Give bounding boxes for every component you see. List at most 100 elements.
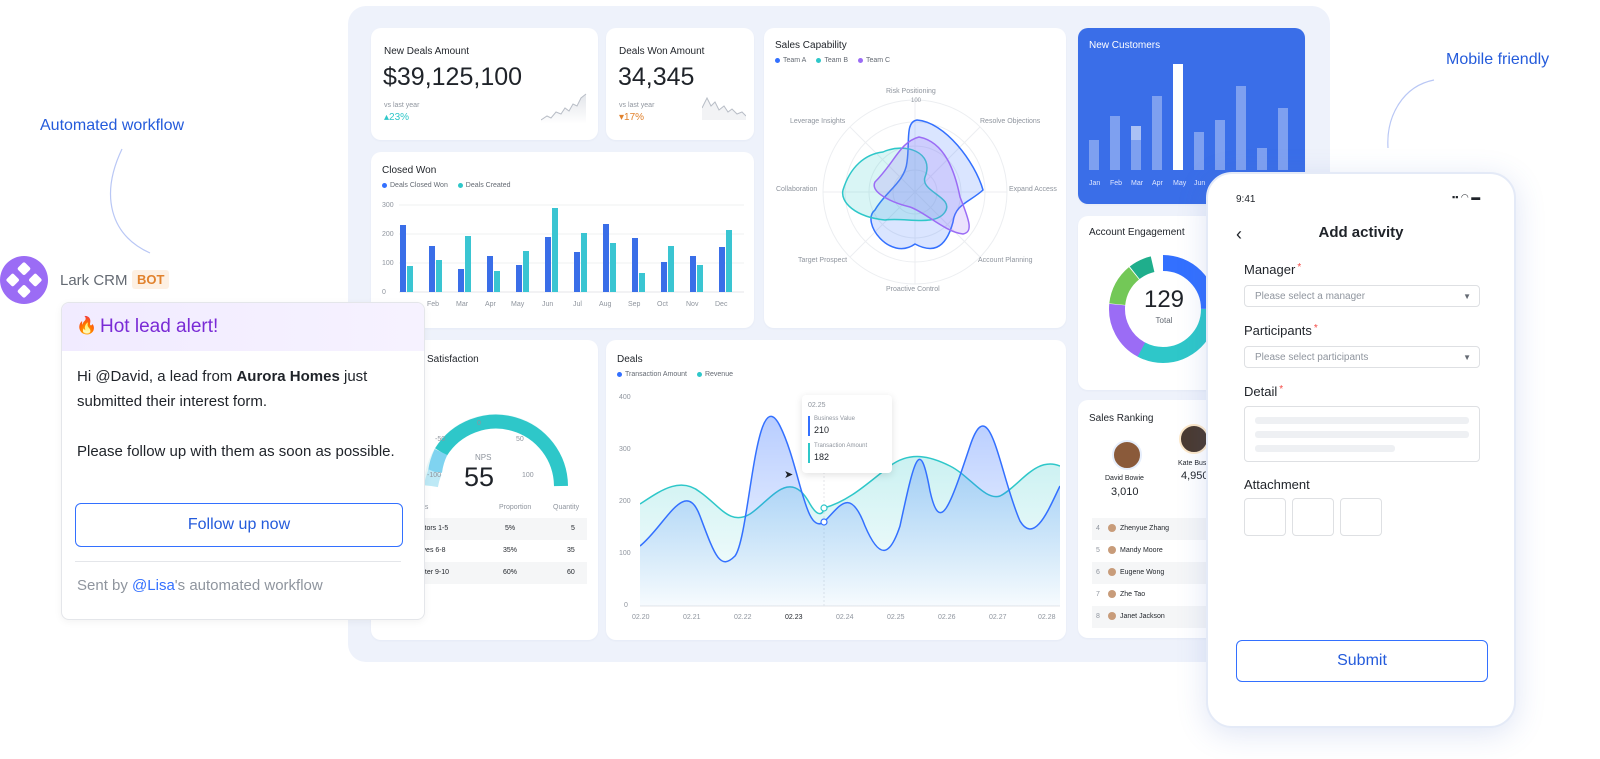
x-tick: 02.28 [1038,614,1056,621]
closed-won-card[interactable]: Closed Won Deals Closed Won Deals Create… [371,152,754,328]
x-tick: Feb [1110,180,1123,187]
kpi-title: Deals Won Amount [619,46,705,57]
kpi-deals-won-card[interactable]: Deals Won Amount 34,345 vs last year ▾17… [606,28,754,140]
x-tick: Jun [1194,180,1206,187]
arrow-down-icon: ▾ [619,112,625,123]
x-tick: Nov [686,301,699,308]
radar-axis-label: Risk Positioning [886,88,936,95]
annotation-curve-right [1387,79,1435,149]
gauge-label: 100 [522,472,534,479]
x-tick: 02.22 [734,614,752,621]
avatar [1108,524,1116,533]
chevron-down-icon: ▼ [1463,353,1471,362]
x-tick: Mar [456,301,469,308]
sparkline-icon [541,93,587,124]
mobile-friendly-label: Mobile friendly [1446,51,1550,68]
radar-axis-label: Target Prospect [798,257,848,264]
participants-select[interactable]: Please select participants ▼ [1244,346,1480,368]
manager-select[interactable]: Please select a manager ▼ [1244,285,1480,307]
avatar [1112,440,1142,470]
mobile-phone-frame: 9:41 ▪▪ ◠ ▬ ‹ Add activity Manager * Plea… [1206,172,1516,728]
new-customers-bars [1089,64,1288,170]
y-tick: 200 [619,498,631,505]
gauge-label: -50 [435,436,446,443]
nps-label: NPS [475,453,492,462]
list-item[interactable]: 7 Zhe Tao [1096,590,1146,599]
avatar [1179,424,1209,454]
arrow-up-icon: ▴ [384,112,390,123]
attachment-slot[interactable] [1340,498,1382,536]
x-tick: 02.24 [836,614,854,621]
status-time: 9:41 [1236,194,1256,205]
submit-button[interactable]: Submit [1236,640,1488,682]
deals-card[interactable]: Deals Transaction Amount Revenue 400 300… [606,340,1066,640]
automated-workflow-label: Automated workflow [40,117,185,134]
table-row: ives 6-8 35% 35 [421,547,575,554]
chart-legend: Transaction Amount Revenue [617,371,741,378]
avatar [1108,568,1116,577]
engagement-total-value: 129 [1143,286,1185,313]
x-tick: Jun [542,301,554,308]
list-item[interactable]: 4 Zhenyue Zhang [1092,518,1216,540]
y-tick: 300 [619,446,631,453]
list-item[interactable]: 8 Janet Jackson [1092,606,1216,628]
status-icons: ▪▪ ◠ ▬ [1452,192,1481,202]
kpi-sub: vs last year [619,102,655,109]
x-tick: Apr [1152,180,1163,187]
detail-textarea[interactable] [1244,406,1480,462]
chart-legend: Team A Team B Team C [775,57,898,64]
avatar [1108,546,1116,555]
radar-axis-label: Expand Access [1009,186,1057,193]
x-tick: 02.23 [785,614,803,621]
lark-crm-logo-icon [6,262,42,298]
avatar [1108,590,1116,599]
x-tick: 02.27 [989,614,1007,621]
cursor-icon: ➤ [784,469,794,481]
y-tick: 0 [624,602,628,609]
x-tick: Jul [573,301,582,308]
message-body: Hi @David, a lead from Aurora Homes just… [77,368,368,410]
kpi-title: New Deals Amount [384,46,470,57]
detail-label: Detail * [1244,384,1284,399]
chart-legend: Deals Closed Won Deals Created [382,182,519,189]
back-chevron-icon[interactable]: ‹ [1236,224,1242,244]
x-tick: Mar [1131,180,1144,187]
deals-line-chart [640,415,1060,607]
x-tick: May [511,301,525,308]
y-tick: 100 [382,260,394,267]
radar-axis-label: Leverage Insights [790,118,846,125]
x-tick: May [1173,180,1187,187]
lisa-mention-link[interactable]: @Lisa [132,577,175,594]
list-item[interactable]: 6 Eugene Wong [1092,562,1216,584]
y-tick: 200 [382,231,394,238]
chevron-down-icon: ▼ [1463,292,1471,301]
kpi-change: ▾17% [619,112,645,123]
page-title: Add activity [1318,224,1404,241]
radar-axis-label: Account Planning [978,257,1033,264]
radar-axis-label: Collaboration [776,186,818,193]
list-item[interactable]: 5 Mandy Moore [1096,546,1163,555]
nps-value: 55 [464,462,495,492]
bot-tag: BOT [132,270,170,289]
x-tick: Feb [427,301,440,308]
x-tick: 02.25 [887,614,905,621]
card-title: Hot lead alert! [100,316,219,337]
follow-up-button[interactable]: Follow up now [75,503,403,547]
x-tick: Apr [485,301,496,308]
attachment-label: Attachment [1244,477,1310,492]
x-tick: 02.26 [938,614,956,621]
bot-message-card: 🔥 Hot lead alert! Hi @David, a lead from… [61,302,425,620]
table-row: ctors 1-5 5% 5 [407,518,587,540]
top-rank-name: David Bowie [1105,475,1144,482]
gauge-label: 50 [516,436,524,443]
card-header [62,303,424,351]
x-tick: Dec [715,301,728,308]
x-tick: Sep [628,301,641,308]
chart-title: Closed Won [382,165,437,176]
attachment-slot[interactable] [1292,498,1334,536]
top-rank-value: 3,010 [1111,486,1139,498]
bot-name: Lark CRM [60,272,128,289]
sales-capability-card[interactable]: Sales Capability Team A Team B Team C Ri… [764,28,1066,328]
kpi-new-deals-card[interactable]: New Deals Amount $39,125,100 vs last yea… [371,28,598,140]
attachment-slot[interactable] [1244,498,1286,536]
